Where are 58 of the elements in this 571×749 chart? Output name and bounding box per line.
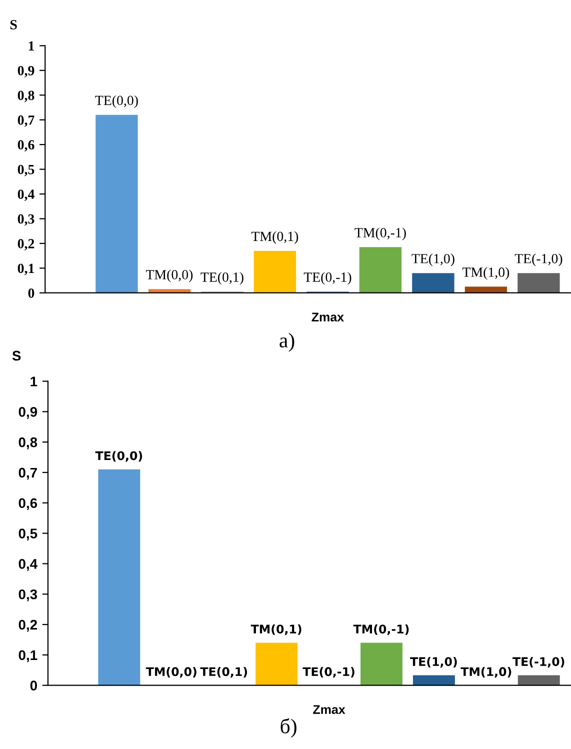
bar <box>256 642 298 686</box>
bar <box>359 247 402 293</box>
bar <box>518 675 560 686</box>
bar <box>148 289 191 293</box>
text: б) <box>280 718 296 738</box>
series-label: TE(0,1) <box>200 272 244 285</box>
y-tick-label: 0,2 <box>18 239 34 250</box>
series-label: TM(0,0) <box>146 270 193 282</box>
y-tick-label: 1 <box>30 376 38 386</box>
text: TM(1,0) <box>460 666 512 678</box>
series-label: TE(-1,0) <box>512 656 564 668</box>
series-label: TM(0,-1) <box>354 228 406 240</box>
text: а) <box>280 332 294 352</box>
y-tick-label: 0,6 <box>18 140 34 152</box>
y-tick-label: 0,3 <box>18 214 34 226</box>
text: TE(0,1) <box>200 666 247 678</box>
y-axis-title: S <box>12 350 21 361</box>
y-tick-label: 0,8 <box>18 437 38 450</box>
text: TM(0,0) <box>146 666 196 678</box>
series-label: TE(1,0) <box>410 656 457 668</box>
series-label: TE(-1,0) <box>514 254 562 266</box>
y-axis-title: S <box>10 20 17 30</box>
series-label: TM(1,0) <box>462 267 510 280</box>
bar <box>412 675 455 686</box>
y-tick-label: 0,2 <box>18 620 37 632</box>
y-tick-label: 0 <box>28 288 34 298</box>
series-label: TM(0,-1) <box>353 624 409 636</box>
y-tick-label: 0,5 <box>18 164 34 176</box>
y-tick-label: 0,9 <box>18 66 34 78</box>
bar <box>254 250 296 293</box>
series-label: TE(0,-1) <box>304 272 352 285</box>
bar <box>98 469 140 686</box>
y-tick-label: 0,5 <box>18 528 38 540</box>
bar <box>96 114 138 293</box>
series-label: TE(0,0) <box>95 95 138 108</box>
y-tick-label: 0,4 <box>18 190 34 201</box>
series-label: TE(1,0) <box>412 254 454 266</box>
series-label: TE(0,0) <box>95 451 142 462</box>
y-tick-label: 0,1 <box>18 650 38 662</box>
y-tick-label: 0,1 <box>18 264 34 276</box>
y-tick-label: 0 <box>30 680 37 691</box>
bar <box>360 642 402 686</box>
y-tick-label: 0,4 <box>18 559 38 571</box>
y-tick-label: 0,3 <box>18 589 38 602</box>
series-label: TM(0,1) <box>251 231 298 244</box>
bar <box>412 273 454 293</box>
x-tick-label: Zmax <box>313 705 346 714</box>
series-label: TM(0,1) <box>250 624 302 636</box>
y-tick-label: 0,6 <box>18 498 38 510</box>
bar <box>464 286 508 293</box>
bar <box>518 273 560 293</box>
y-tick-label: 0,7 <box>18 468 37 480</box>
y-tick-label: 0,7 <box>18 115 34 127</box>
y-tick-label: 0,8 <box>18 90 34 102</box>
y-tick-label: 0,9 <box>18 406 38 419</box>
text: TE(0,-1) <box>302 666 354 678</box>
x-tick-label: Zmax <box>312 312 344 322</box>
y-tick-label: 1 <box>28 41 34 51</box>
